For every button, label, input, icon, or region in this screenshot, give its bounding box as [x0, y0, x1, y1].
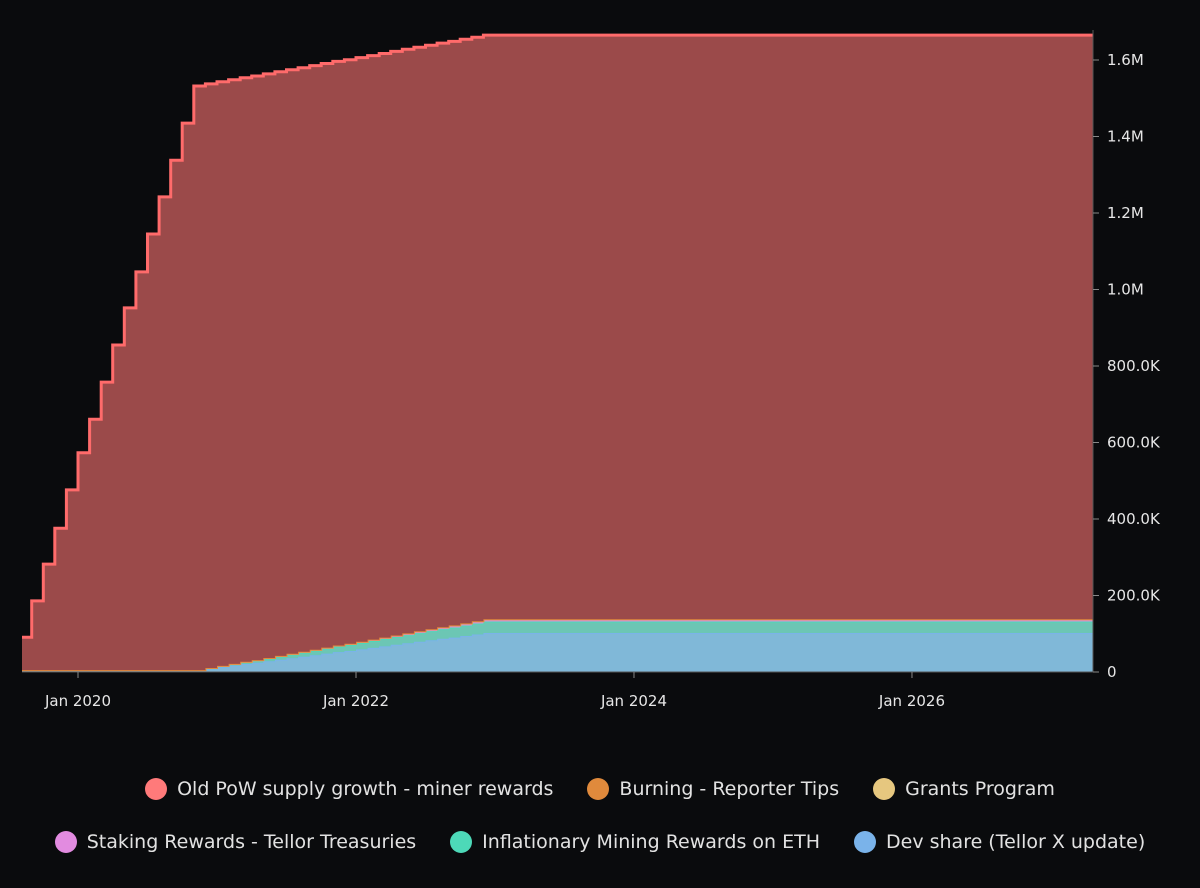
y-axis: 0 200.0K 400.0K 600.0K 800.0K 1.0M 1.2M 1.4M 1.6… — [1092, 30, 1161, 681]
legend-label: Inflationary Mining Rewards on ETH — [482, 831, 820, 853]
legend-label: Staking Rewards - Tellor Treasuries — [86, 831, 417, 853]
x-tick-label: Jan 2024 — [600, 692, 667, 710]
legend-dot-icon — [450, 831, 473, 853]
legend-label: Dev share (Tellor X update) — [886, 831, 1146, 853]
y-tick-label: 1.0M — [1107, 281, 1144, 299]
line-old-pow-supply-growth-miner-rewards — [22, 33, 1093, 639]
y-tick-label: 1.4M — [1107, 128, 1144, 146]
legend-row-1: Old PoW supply growth - miner rewards Bu… — [0, 778, 1200, 800]
legend-row-2: Staking Rewards - Tellor Treasuries Infl… — [0, 831, 1200, 853]
legend-label: Burning - Reporter Tips — [619, 778, 840, 800]
area-dev-share-tellor-x-update — [22, 633, 1093, 672]
legend-label: Old PoW supply growth - miner rewards — [177, 778, 554, 800]
legend-dot-icon — [145, 778, 168, 800]
y-tick-label: 400.0K — [1107, 510, 1161, 528]
x-axis: Jan 2020 Jan 2022 Jan 2024 Jan 2026 — [22, 671, 1093, 710]
legend-item-burning[interactable]: Burning - Reporter Tips — [587, 778, 839, 800]
y-tick-label: 200.0K — [1107, 587, 1161, 605]
legend-item-inflationary[interactable]: Inflationary Mining Rewards on ETH — [450, 831, 820, 853]
x-tick-label: Jan 2022 — [322, 692, 389, 710]
legend-item-dev-share[interactable]: Dev share (Tellor X update) — [854, 831, 1145, 853]
series-areas — [22, 33, 1093, 672]
y-tick-label: 0 — [1107, 663, 1117, 681]
y-tick-label: 600.0K — [1107, 434, 1161, 452]
legend-label: Grants Program — [905, 778, 1055, 800]
x-tick-label: Jan 2020 — [44, 692, 111, 710]
legend-dot-icon — [54, 831, 77, 853]
y-tick-label: 1.6M — [1107, 51, 1144, 69]
legend-item-staking[interactable]: Staking Rewards - Tellor Treasuries — [54, 831, 417, 853]
area-old-pow-supply-growth-miner-rewards — [22, 35, 1093, 671]
area-inflationary-mining-rewards-on-eth — [22, 621, 1093, 671]
legend-item-grants[interactable]: Grants Program — [873, 778, 1055, 800]
legend-dot-icon — [873, 778, 896, 800]
x-tick-label: Jan 2026 — [878, 692, 945, 710]
y-tick-label: 800.0K — [1107, 357, 1161, 375]
legend-dot-icon — [854, 831, 876, 853]
legend-dot-icon — [587, 778, 610, 800]
y-tick-label: 1.2M — [1107, 204, 1144, 222]
legend-item-old-pow[interactable]: Old PoW supply growth - miner rewards — [145, 778, 553, 800]
